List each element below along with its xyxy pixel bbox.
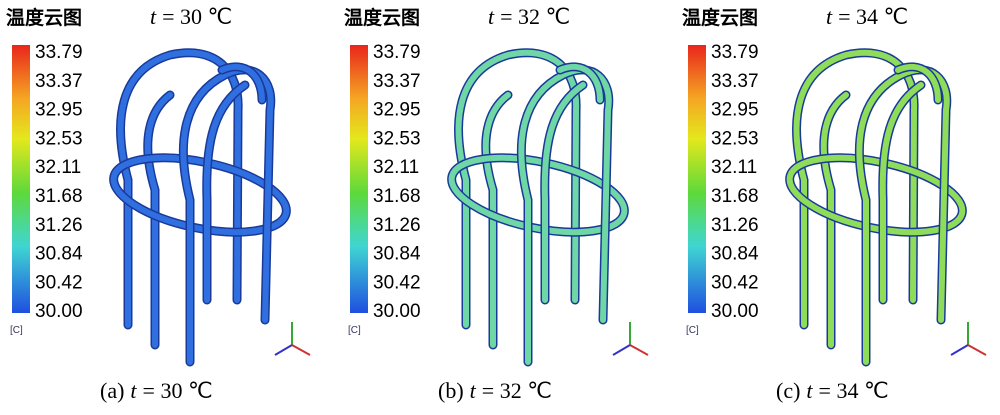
colorbar-label: 33.79 [35,42,83,63]
panel: 温度云图 t = 30 ℃33.7933.3732.9532.5332.1131.6… [6,4,311,403]
tube [482,92,511,348]
condition: t = 34 ℃ [826,4,908,29]
condition-text: = 30 ℃ [162,4,232,29]
colorbar-unit: [C] [10,325,23,336]
colorbar-unit: [C] [348,325,361,336]
tube-outline [454,48,581,330]
tube [793,49,918,328]
colorbar-label: 32.53 [35,128,83,149]
colorbar-label: 31.26 [373,215,421,236]
colorbar-label: 30.42 [711,272,759,293]
colorbar-label: 30.84 [711,244,759,265]
colorbar-label: 32.95 [711,100,759,121]
condition-var: t [150,4,157,29]
caption-letter: (c) [776,378,800,403]
panel: 温度云图 t = 34 ℃33.7933.3732.9532.5332.1131.6… [682,4,987,403]
caption-letter: (a) [100,378,124,403]
colorbar-label: 32.53 [373,128,421,149]
colorbar-label: 32.53 [711,128,759,149]
colorbar-label: 30.00 [711,301,759,322]
tube-outline [178,65,276,367]
caption-text: = 30 ℃ [143,378,213,403]
tube [879,82,924,303]
caption: (a) t = 30 ℃ [100,378,213,403]
colorbar [688,45,706,313]
tube [820,92,849,348]
geometry [109,48,291,367]
colorbar-label: 31.68 [373,186,421,207]
tube [117,49,242,328]
colorbar-label: 32.11 [35,157,81,178]
panel-title: 温度云图 [6,6,82,29]
panel-title: 温度云图 [344,6,420,29]
tube [203,82,248,303]
colorbar-label: 33.79 [711,42,759,63]
axis-triad [950,322,987,356]
condition-var: t [826,4,833,29]
axis-x [967,344,987,356]
tube [219,63,265,103]
tube-outline [516,65,614,367]
colorbar-label: 30.42 [35,272,83,293]
panel: 温度云图 t = 32 ℃33.7933.3732.9532.5332.1131.6… [344,4,649,403]
colorbar-label: 32.95 [373,100,421,121]
tube [455,49,580,328]
axis-x [629,344,649,356]
tube [541,82,586,303]
colorbar-label: 31.68 [711,186,759,207]
caption: (b) t = 32 ℃ [438,378,552,403]
tube-outline [792,48,919,330]
colorbar-label: 30.84 [35,244,83,265]
tube-outline [116,48,243,330]
caption-var: t [470,378,477,403]
colorbar-label: 30.42 [373,272,421,293]
colorbar [350,45,368,313]
colorbar-label: 32.11 [373,157,419,178]
condition: t = 32 ℃ [488,4,570,29]
colorbar-label: 33.37 [373,71,421,92]
axis-z [950,344,969,356]
tube [895,63,941,103]
colorbar-label: 31.26 [711,215,759,236]
colorbar-label: 32.95 [35,100,83,121]
axis-x [291,344,311,356]
tube [518,67,612,365]
colorbar-label: 33.37 [35,71,83,92]
geometry [447,48,629,367]
axis-triad [274,322,311,356]
colorbar-label: 30.00 [373,301,421,322]
geometry [785,48,967,367]
colorbar [12,45,30,313]
colorbar-label: 33.37 [711,71,759,92]
colorbar-label: 30.84 [373,244,421,265]
caption-text: = 32 ℃ [482,378,552,403]
colorbar-label: 31.26 [35,215,83,236]
colorbar-unit: [C] [686,325,699,336]
caption-var: t [130,378,137,403]
colorbar-label: 30.00 [35,301,83,322]
axis-z [612,344,631,356]
caption: (c) t = 34 ℃ [776,378,889,403]
condition-text: = 34 ℃ [838,4,908,29]
condition-text: = 32 ℃ [500,4,570,29]
tube [856,67,950,365]
axis-triad [612,322,649,356]
panel-title: 温度云图 [682,6,758,29]
axis-z [274,344,293,356]
tube [180,67,274,365]
colorbar-label: 32.11 [711,157,757,178]
condition: t = 30 ℃ [150,4,232,29]
caption-letter: (b) [438,378,464,403]
caption-var: t [806,378,813,403]
tube [557,63,603,103]
colorbar-label: 31.68 [35,186,83,207]
tube [144,92,173,348]
colorbar-label: 33.79 [373,42,421,63]
condition-var: t [488,4,495,29]
caption-text: = 34 ℃ [819,378,889,403]
tube-outline [854,65,952,367]
